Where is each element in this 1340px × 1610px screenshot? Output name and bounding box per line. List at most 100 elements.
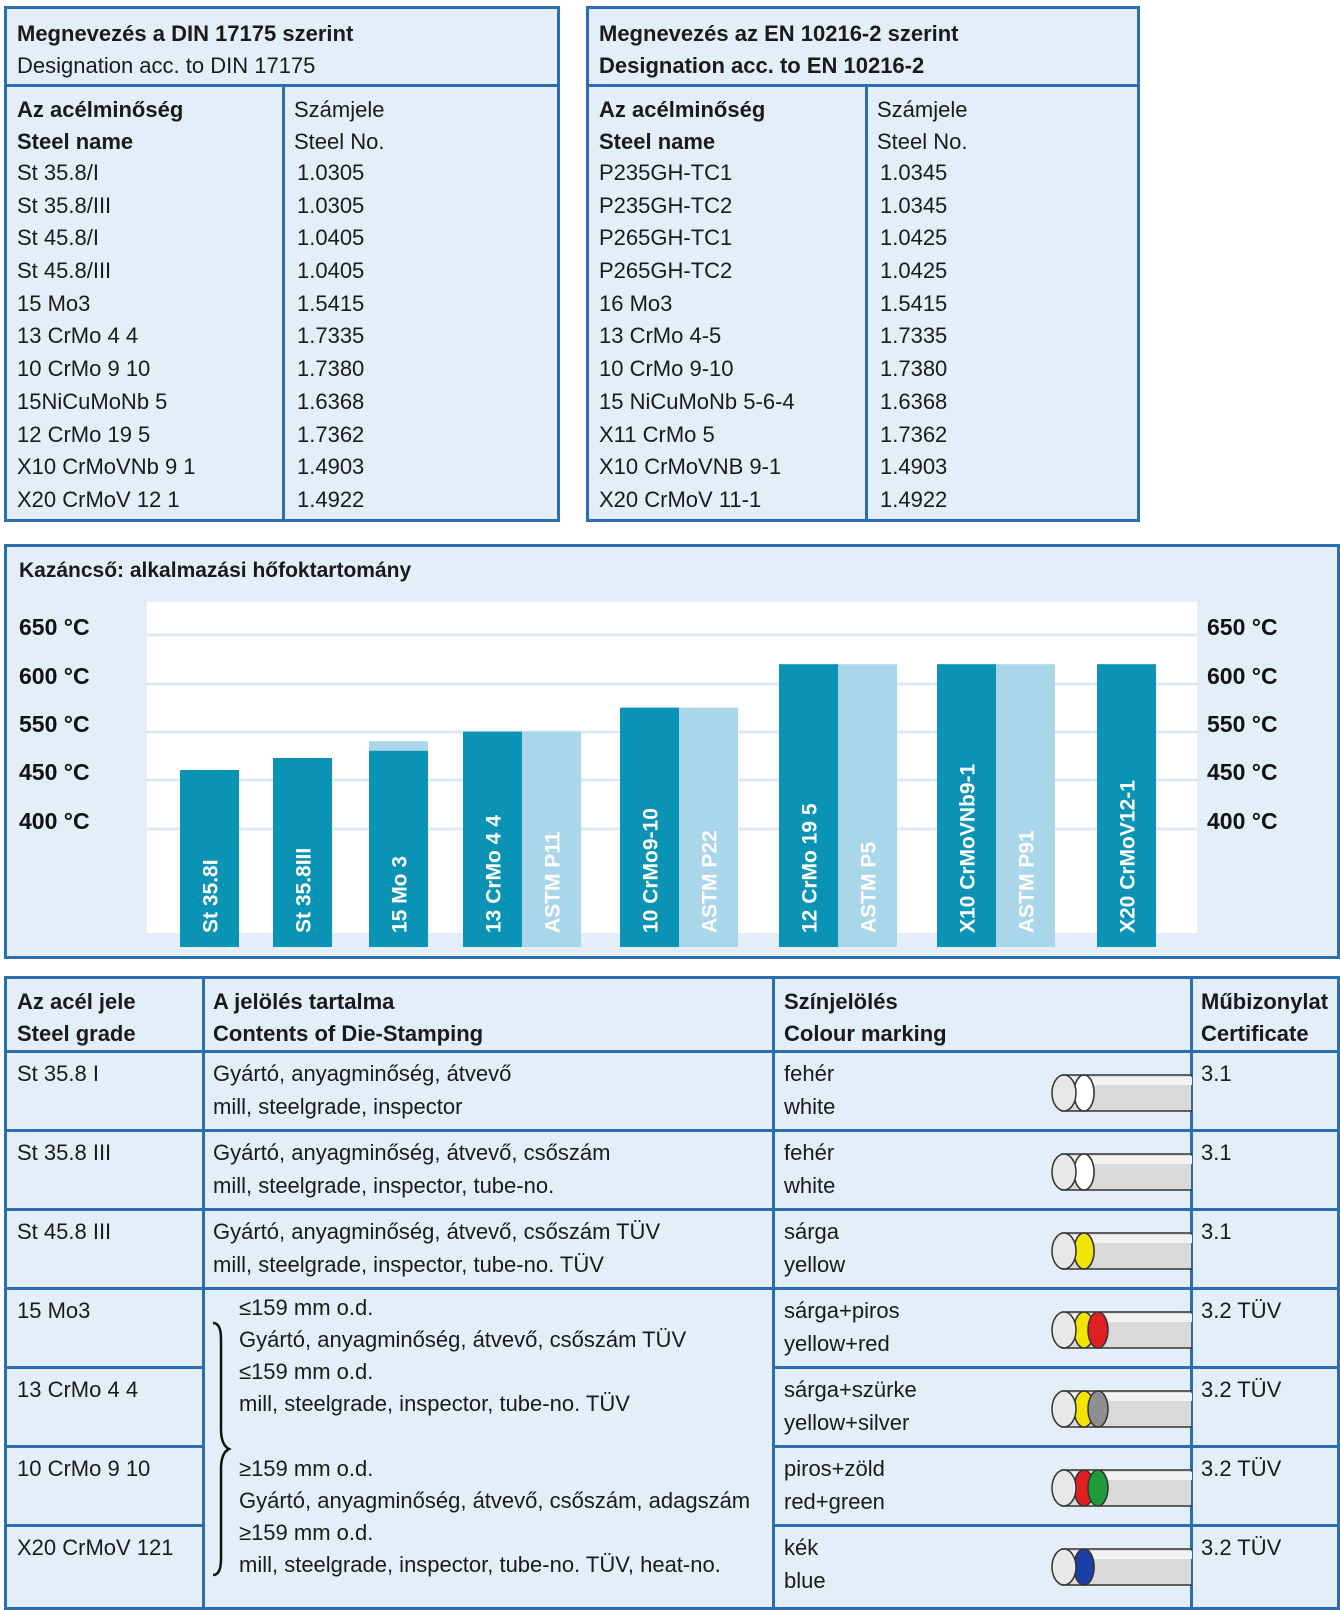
din-steel-no-1: 1.0305: [297, 160, 365, 185]
bar-astm-p5: [838, 664, 897, 947]
stamp-contents-hu-2: Gyártó, anyagminőség, átvevő, csőszám: [213, 1140, 611, 1165]
marking-row-divider-right: [772, 1524, 1337, 1527]
steel-grade-7: X20 CrMoV 121: [17, 1535, 174, 1560]
en-steel-name-11: X20 CrMoV 11-1: [599, 486, 762, 512]
bar-label: X20 CrMoV12-1: [1117, 780, 1140, 933]
y-tick-label-right: 600 °C: [1207, 663, 1278, 689]
tube-colour-marking-icon: [1051, 1153, 1192, 1191]
y-tick-label-left: 650 °C: [19, 614, 90, 640]
din-steel-no-6: 1.7335: [297, 323, 365, 349]
y-tick-label-right: 450 °C: [1207, 759, 1278, 785]
bar-13-crmo-4-4: [463, 731, 522, 947]
colour-en-1: white: [784, 1094, 836, 1119]
stamp-contents-hu-1: Gyártó, anyagminőség, átvevő: [213, 1061, 512, 1086]
marking-col-divider-3: [1190, 979, 1193, 1607]
en-steel-name-3: P265GH-TC1: [599, 225, 733, 251]
marking-col-divider-1: [202, 979, 205, 1607]
bar-label: 15 Mo 3: [389, 856, 412, 933]
en-steel-name-10: X10 CrMoVNB 9-1: [599, 454, 782, 480]
marking-row-divider: [7, 1524, 202, 1527]
certificate-4: 3.2 TÜV: [1201, 1298, 1282, 1323]
en-steel-no-10: 1.4903: [880, 454, 948, 480]
din-col1-head1: Az acélminőség: [17, 97, 184, 122]
brace-contents-line-1: ≤159 mm o.d.: [239, 1295, 374, 1320]
certificate-7: 3.2 TÜV: [1201, 1535, 1282, 1560]
bar-label: St 35.8III: [293, 848, 316, 933]
en-col2-head2: Steel No.: [877, 129, 968, 154]
y-tick-label-right: 650 °C: [1207, 614, 1278, 640]
steel-grade-5: 13 CrMo 4 4: [17, 1377, 139, 1402]
bar-st-35-8iii: [273, 758, 332, 947]
steel-grade-4: 15 Mo3: [17, 1298, 91, 1323]
en-col1-head2: Steel name: [599, 129, 716, 154]
head-cert-l2: Certificate: [1201, 1021, 1309, 1046]
stamp-contents-en-2: mill, steelgrade, inspector, tube-no.: [213, 1173, 555, 1198]
certificate-5: 3.2 TÜV: [1201, 1377, 1282, 1402]
din-designation-table: Megnevezés a DIN 17175 szerint Designati…: [4, 6, 560, 522]
din-steel-name-9: 12 CrMo 19 5: [17, 421, 151, 447]
steel-grade-6: 10 CrMo 9 10: [17, 1456, 151, 1481]
en-steel-name-2: P235GH-TC2: [599, 192, 733, 218]
tube-colour-marking-icon: [1051, 1469, 1192, 1507]
tube-colour-marking-icon: [1051, 1548, 1192, 1586]
din-steel-name-10: X10 CrMoVNb 9 1: [17, 454, 196, 480]
y-tick-label-left: 450 °C: [19, 759, 90, 785]
marking-row-divider: [7, 1129, 1337, 1132]
din-steel-name-11: X20 CrMoV 12 1: [17, 486, 180, 512]
chart-title: Kazáncső: alkalmazási hőfoktartomány: [19, 559, 412, 582]
din-col1-head2: Steel name: [17, 129, 134, 154]
bar-12-crmo-19-5: [779, 664, 838, 947]
y-tick-label-left: 600 °C: [19, 663, 90, 689]
brace-contents-line-2: Gyártó, anyagminőség, átvevő, csőszám TÜ…: [239, 1327, 687, 1352]
marking-row-divider-right: [772, 1366, 1337, 1369]
din-col2-head1: Számjele: [294, 97, 385, 122]
y-tick-label-left: 550 °C: [19, 711, 90, 737]
y-tick-label-right: 550 °C: [1207, 711, 1278, 737]
head-contents-l2: Contents of Die-Stamping: [213, 1021, 484, 1046]
din-steel-name-3: St 45.8/I: [17, 225, 99, 251]
en-steel-name-9: X11 CrMo 5: [599, 421, 715, 447]
en-header-line1: Megnevezés az EN 10216-2 szerint: [599, 21, 959, 46]
din-steel-numbers: 1.0305 1.0305 1.0405 1.0405 1.5415 1.7335 1.73…: [297, 157, 364, 517]
colour-en-2: white: [784, 1173, 836, 1198]
stamp-contents-hu-3: Gyártó, anyagminőség, átvevő, csőszám TÜ…: [213, 1219, 661, 1244]
marking-col-divider-2: [772, 979, 775, 1607]
marking-row-divider: [7, 1208, 1337, 1211]
din-steel-no-9: 1.7362: [297, 421, 365, 447]
en-steel-no-5: 1.5415: [880, 290, 948, 316]
bar-15-mo-3: [369, 750, 428, 947]
y-tick-label-right: 400 °C: [1207, 808, 1278, 834]
brace-contents-line-3: ≤159 mm o.d.: [239, 1359, 374, 1384]
en-steel-name-5: 16 Mo3: [599, 290, 673, 316]
din-header-line2: Designation acc. to DIN 17175: [17, 53, 316, 78]
colour-hu-1: fehér: [784, 1061, 835, 1086]
din-steel-no-3: 1.0405: [297, 225, 365, 251]
certificate-3: 3.1: [1201, 1219, 1232, 1244]
chart-plot: 650 °C 650 °C 600 °C 600 °C 550 °C 550 °C 450 …: [19, 602, 1278, 947]
certificate-2: 3.1: [1201, 1140, 1232, 1165]
bar-label: St 35.8I: [200, 859, 223, 933]
colour-hu-4: sárga+piros: [784, 1298, 900, 1323]
din-steel-no-8: 1.6368: [297, 388, 365, 414]
din-column-divider: [282, 84, 285, 519]
en-steel-numbers: 1.0345 1.0345 1.0425 1.0425 1.5415 1.7335 1.73…: [880, 157, 947, 517]
stamp-contents-en-3: mill, steelgrade, inspector, tube-no. TÜ…: [213, 1252, 604, 1277]
bar-10-crmo9-10: [620, 707, 679, 947]
head-contents-l1: A jelölés tartalma: [213, 989, 395, 1014]
en-steel-name-6: 13 CrMo 4-5: [599, 323, 722, 349]
en-col1-head1: Az acélminőség: [599, 97, 766, 122]
head-colour-l2: Colour marking: [784, 1021, 947, 1046]
bar-astm-p22: [679, 707, 738, 947]
tube-colour-marking-icon: [1051, 1390, 1192, 1428]
curly-brace-icon: [212, 1321, 232, 1577]
colour-en-7: blue: [784, 1568, 826, 1593]
en-steel-no-6: 1.7335: [880, 323, 948, 349]
din-steel-name-6: 13 CrMo 4 4: [17, 323, 139, 349]
colour-hu-5: sárga+szürke: [784, 1377, 917, 1402]
en-steel-name-4: P265GH-TC2: [599, 258, 733, 284]
bar-label: ASTM P22: [699, 830, 722, 933]
colour-hu-7: kék: [784, 1535, 819, 1560]
en-steel-no-7: 1.7380: [880, 356, 948, 382]
tube-colour-marking-icon: [1051, 1311, 1192, 1349]
brace-contents-line-7: ≥159 mm o.d.: [239, 1520, 374, 1545]
